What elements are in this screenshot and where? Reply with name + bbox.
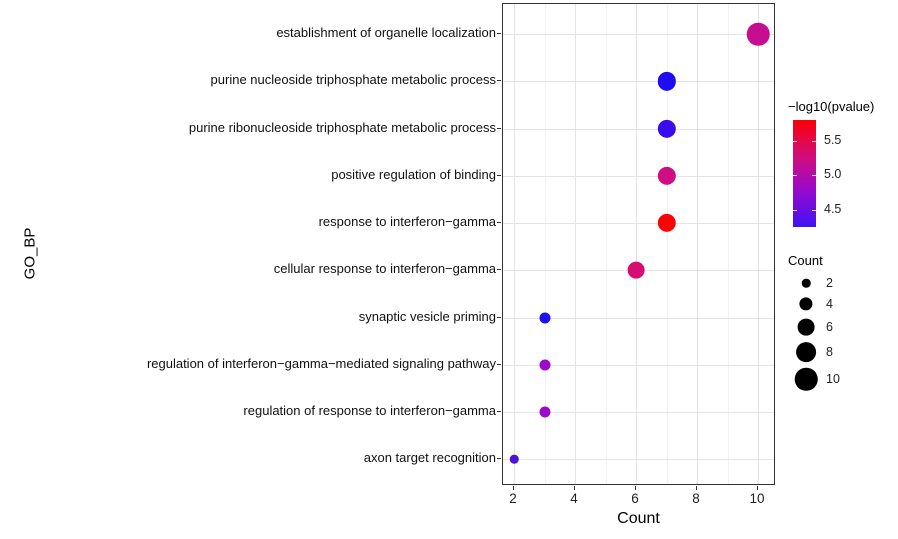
size-legend-label: 6 bbox=[826, 319, 833, 334]
colorbar-tick-label: 5.5 bbox=[824, 132, 842, 147]
data-point bbox=[538, 311, 551, 324]
y-axis-tick-mark bbox=[497, 127, 501, 129]
major-gridline-vertical bbox=[758, 4, 759, 484]
data-point bbox=[538, 406, 551, 418]
minor-gridline-vertical bbox=[727, 4, 729, 484]
plot-panel bbox=[502, 3, 775, 485]
size-legend-dot bbox=[794, 367, 818, 391]
x-axis-tick-label: 2 bbox=[509, 491, 517, 506]
x-axis-tick-mark bbox=[635, 486, 636, 490]
color-legend-title: −log10(pvalue) bbox=[788, 99, 875, 114]
y-axis-tick-mark bbox=[497, 411, 501, 412]
x-axis-tick-label: 6 bbox=[631, 491, 639, 506]
x-axis-tick-label: 4 bbox=[570, 491, 578, 506]
y-axis-tick-mark bbox=[497, 174, 501, 176]
x-axis-tick-label: 10 bbox=[749, 491, 765, 506]
colorbar-tick-mark bbox=[793, 140, 797, 142]
y-axis-tick-mark bbox=[497, 222, 501, 223]
major-gridline-horizontal bbox=[503, 223, 774, 224]
major-gridline-horizontal bbox=[503, 317, 774, 319]
size-legend-dot bbox=[801, 278, 811, 288]
y-axis-category-label: regulation of response to interferon−gam… bbox=[243, 403, 496, 418]
major-gridline-horizontal bbox=[503, 412, 774, 413]
data-point bbox=[657, 119, 676, 138]
major-gridline-vertical bbox=[697, 4, 698, 484]
minor-gridline-vertical bbox=[605, 4, 607, 484]
x-axis-tick-mark bbox=[513, 486, 514, 490]
pvalue-colorbar bbox=[793, 120, 816, 227]
size-legend-label: 4 bbox=[826, 296, 833, 311]
x-axis-tick-mark bbox=[574, 486, 575, 490]
y-axis-category-label: purine ribonucleoside triphosphate metab… bbox=[188, 119, 496, 135]
minor-gridline-vertical bbox=[544, 4, 546, 484]
data-point bbox=[627, 261, 645, 279]
y-axis-tick-mark bbox=[497, 33, 501, 34]
colorbar-tick-mark bbox=[812, 140, 816, 142]
y-axis-tick-mark bbox=[497, 458, 501, 460]
size-legend-dot bbox=[796, 342, 816, 363]
data-point bbox=[657, 166, 676, 185]
major-gridline-horizontal bbox=[503, 175, 774, 177]
y-axis-category-label: purine nucleoside triphosphate metabolic… bbox=[210, 72, 496, 88]
y-axis-category-label: cellular response to interferon−gamma bbox=[273, 261, 496, 277]
size-legend-label: 10 bbox=[826, 372, 840, 387]
y-axis-tick-mark bbox=[497, 316, 501, 318]
size-legend-label: 2 bbox=[826, 276, 833, 290]
y-axis-tick-mark bbox=[497, 80, 501, 82]
y-axis-category-label: axon target recognition bbox=[363, 450, 496, 466]
data-point bbox=[538, 359, 551, 371]
colorbar-tick-mark bbox=[793, 175, 797, 177]
colorbar-tick-mark bbox=[812, 209, 816, 211]
major-gridline-vertical bbox=[575, 4, 576, 484]
data-point bbox=[746, 22, 770, 46]
y-axis-tick-mark bbox=[497, 269, 501, 271]
data-point bbox=[657, 213, 676, 233]
y-axis-category-label: establishment of organelle localization bbox=[276, 25, 496, 40]
colorbar-tick-mark bbox=[793, 209, 797, 211]
major-gridline-horizontal bbox=[503, 34, 774, 35]
colorbar-tick-mark bbox=[812, 175, 816, 177]
major-gridline-vertical bbox=[514, 4, 515, 484]
y-axis-tick-mark bbox=[497, 363, 501, 365]
major-gridline-horizontal bbox=[503, 364, 774, 366]
x-axis-tick-mark bbox=[696, 486, 697, 490]
data-point bbox=[657, 72, 676, 91]
y-axis-category-label: synaptic vesicle priming bbox=[358, 308, 496, 324]
size-legend-dot bbox=[799, 297, 813, 311]
x-axis-tick-mark bbox=[757, 486, 758, 490]
data-point bbox=[509, 455, 519, 464]
minor-gridline-vertical bbox=[666, 4, 668, 484]
colorbar-tick-label: 5.0 bbox=[824, 167, 842, 182]
major-gridline-horizontal bbox=[503, 81, 774, 83]
x-axis-tick-label: 8 bbox=[692, 491, 700, 506]
major-gridline-horizontal bbox=[503, 459, 774, 461]
x-axis-title: Count bbox=[617, 510, 660, 527]
y-axis-category-label: response to interferon−gamma bbox=[318, 214, 496, 229]
size-legend-title: Count bbox=[788, 253, 823, 268]
y-axis-category-label: regulation of interferon−gamma−mediated … bbox=[146, 355, 496, 371]
colorbar-tick-label: 4.5 bbox=[824, 201, 842, 216]
size-legend-label: 8 bbox=[826, 345, 833, 360]
y-axis-category-label: positive regulation of binding bbox=[331, 166, 496, 182]
major-gridline-vertical bbox=[636, 4, 637, 484]
major-gridline-horizontal bbox=[503, 128, 774, 130]
size-legend-dot bbox=[797, 318, 815, 336]
